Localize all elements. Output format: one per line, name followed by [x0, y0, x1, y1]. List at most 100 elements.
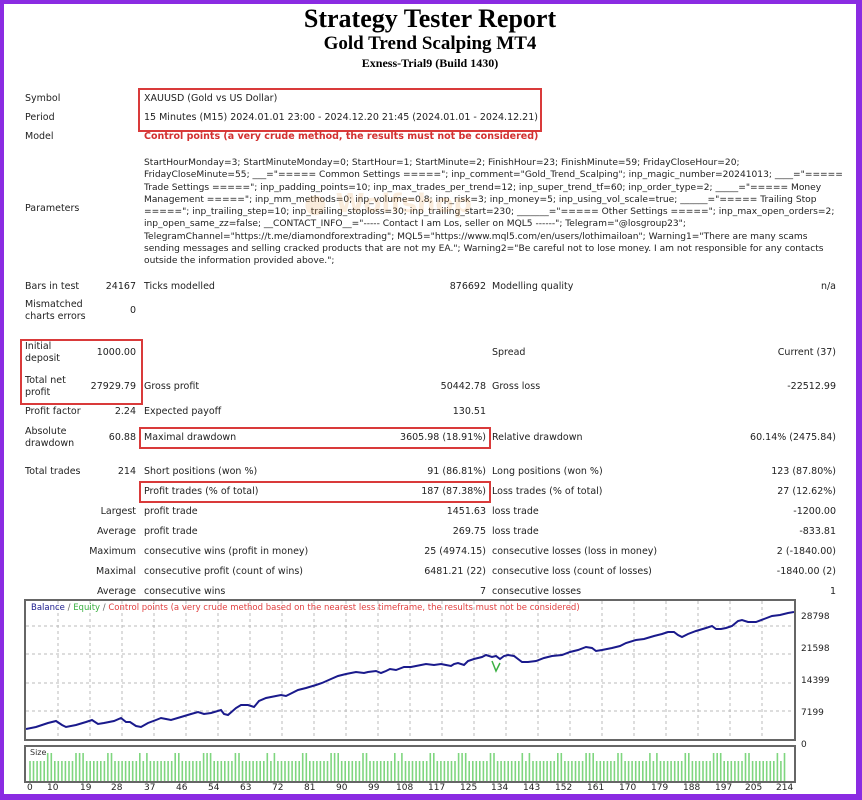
max-losses-label: consecutive losses (loss in money): [492, 546, 658, 557]
x-tick: 54: [208, 783, 220, 793]
quality-label: Modelling quality: [492, 281, 574, 292]
max-losses-value: 2 (-1840.00): [776, 546, 836, 557]
losstrades-value: 27 (12.62%): [777, 486, 836, 497]
grossloss-label: Gross loss: [492, 381, 541, 392]
ea-name: Gold Trend Scalping MT4: [323, 33, 537, 54]
grossloss-value: -22512.99: [787, 381, 836, 392]
payoff-label: Expected payoff: [144, 406, 222, 417]
server-build: Exness-Trial9 (Build 1430): [361, 56, 499, 70]
long-label: Long positions (won %): [492, 466, 603, 477]
deposit-value: 1000.00: [96, 347, 136, 358]
max-wins-value: 25 (4974.15): [424, 546, 486, 557]
x-tick: 90: [336, 783, 348, 793]
ticks-label: Ticks modelled: [144, 281, 215, 292]
average-label: Average: [96, 526, 136, 537]
bars-value: 24167: [105, 281, 136, 292]
parameters-value: StartHourMonday=3; StartMinuteMonday=0; …: [144, 158, 843, 267]
x-tick: 81: [304, 783, 316, 793]
pf-value: 2.24: [114, 406, 136, 417]
netprofit-value: 27929.79: [90, 381, 136, 392]
avg-wins-label: consecutive wins: [144, 586, 226, 597]
x-tick: 205: [745, 783, 763, 793]
grossprofit-value: 50442.78: [440, 381, 486, 392]
size-chart: Size: [24, 745, 796, 783]
profittrades-value: 187 (87.38%): [421, 486, 486, 497]
y-tick-21598: 21598: [801, 644, 830, 654]
losstrades-label: Loss trades (% of total): [492, 486, 603, 497]
avg-losses-label: consecutive losses: [492, 586, 582, 597]
spread-value: Current (37): [777, 347, 836, 358]
model-label: Model: [25, 131, 54, 142]
x-tick: 152: [555, 783, 573, 793]
report-title: Strategy Tester Report: [303, 4, 557, 33]
avg-consec-label: Average: [96, 586, 136, 597]
balance-chart-plot: [26, 601, 794, 739]
x-tick: 197: [715, 783, 733, 793]
balance-chart: Balance / Equity / Control points (a ver…: [24, 599, 796, 741]
absdd-value: 60.88: [108, 432, 136, 443]
spread-label: Spread: [492, 347, 526, 358]
quality-value: n/a: [820, 281, 836, 292]
highlight-box-maxdd: [139, 427, 491, 449]
x-tick: 161: [587, 783, 605, 793]
payoff-value: 130.51: [452, 406, 486, 417]
size-bars: [29, 753, 786, 781]
x-tick: 125: [460, 783, 478, 793]
reldd-value: 60.14% (2475.84): [750, 432, 836, 443]
trades-label: Total trades: [25, 466, 81, 477]
highlight-box-symbol-period: [138, 88, 542, 132]
model-value: Control points (a very crude method, the…: [144, 131, 539, 142]
long-value: 123 (87.80%): [771, 466, 836, 477]
period-value: 15 Minutes (M15) 2024.01.01 23:00 - 2024…: [144, 112, 538, 123]
y-tick-28798: 28798: [801, 612, 830, 622]
netprofit-label: Total net profit: [25, 375, 66, 398]
pf-label: Profit factor: [25, 406, 81, 417]
x-tick: 46: [176, 783, 188, 793]
avg-wins-value: 7: [479, 586, 486, 597]
x-tick: 108: [396, 783, 414, 793]
reldd-label: Relative drawdown: [492, 432, 583, 443]
largest-profit-label: profit trade: [144, 506, 198, 517]
x-tick: 37: [144, 783, 156, 793]
legend-equity: Equity: [73, 603, 101, 613]
average-profit-value: 269.75: [452, 526, 486, 537]
x-tick: 0: [27, 783, 33, 793]
x-tick: 134: [491, 783, 509, 793]
average-loss-value: -833.81: [799, 526, 836, 537]
profittrades-label: Profit trades (% of total): [144, 486, 259, 497]
short-label: Short positions (won %): [144, 466, 258, 477]
y-tick-14399: 14399: [801, 676, 830, 686]
short-value: 91 (86.81%): [427, 466, 486, 477]
average-loss-label: loss trade: [492, 526, 539, 537]
maxdd-label: Maximal drawdown: [144, 432, 237, 443]
x-tick: 72: [272, 783, 284, 793]
symbol-value: XAUUSD (Gold vs US Dollar): [144, 93, 278, 104]
maximal-profit-value: 6481.21 (22): [424, 566, 486, 577]
x-tick: 143: [523, 783, 541, 793]
mismatch-value: 0: [129, 305, 136, 316]
maxdd-value: 3605.98 (18.91%): [400, 432, 486, 443]
y-tick-7199: 7199: [801, 708, 824, 718]
y-tick-0: 0: [801, 740, 807, 750]
largest-loss-value: -1200.00: [793, 506, 836, 517]
largest-profit-value: 1451.63: [446, 506, 486, 517]
symbol-label: Symbol: [25, 93, 61, 104]
trades-value: 214: [117, 466, 136, 477]
ticks-value: 876692: [449, 281, 486, 292]
x-tick: 214: [776, 783, 794, 793]
deposit-label: Initial deposit: [25, 341, 61, 364]
maximal-loss-label: consecutive loss (count of losses): [492, 566, 652, 577]
x-tick: 170: [619, 783, 637, 793]
avg-losses-value: 1: [829, 586, 836, 597]
highlight-box-deposit-profit: [20, 339, 143, 405]
largest-label: Largest: [100, 506, 136, 517]
x-tick: 63: [240, 783, 252, 793]
mismatch-label: Mismatched charts errors: [25, 299, 86, 322]
size-label: Size: [30, 748, 47, 757]
x-tick: 179: [651, 783, 669, 793]
highlight-box-profittrades: [139, 481, 491, 503]
watermark: ● Wolfshop: [304, 189, 473, 219]
maximal-label: Maximal: [96, 566, 136, 577]
maximal-profit-label: consecutive profit (count of wins): [144, 566, 304, 577]
largest-loss-label: loss trade: [492, 506, 539, 517]
